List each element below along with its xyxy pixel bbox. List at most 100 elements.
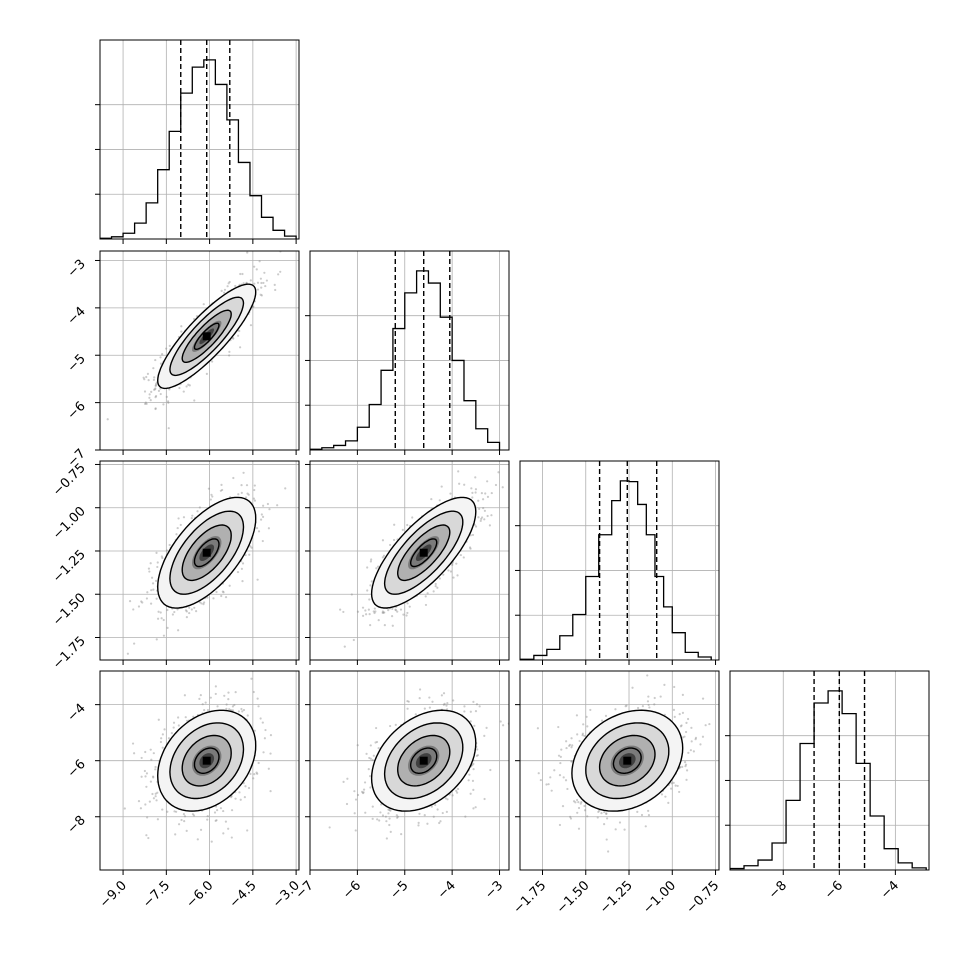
y-tick-label: −1.25 [50,547,89,586]
scatter-point [603,823,606,826]
scatter-point [354,829,357,832]
histogram-bin [428,283,440,450]
scatter-point [456,787,460,791]
x-tick-label: −9.0 [97,878,130,911]
y-tick-label: −4 [65,304,89,328]
scatter-point [353,790,356,793]
scatter-point [205,372,208,375]
scatter-point [690,726,693,729]
scatter-point [364,811,367,814]
y-tick-label: −3 [65,257,89,281]
scatter-point [192,814,196,817]
scatter-point [473,724,476,727]
scatter-point [477,499,480,502]
scatter-point [676,784,679,788]
scatter-point [577,801,580,804]
scatter-point [605,812,608,815]
scatter-point [239,798,242,801]
scatter-point [168,543,171,547]
scatter-point [262,281,265,285]
histogram-bin [672,633,685,660]
scatter-point [399,608,403,611]
histogram-bin [369,404,381,450]
scatter-point [253,265,256,268]
scatter-point [219,489,222,492]
scatter-point [152,367,155,370]
scatter-point [424,603,428,607]
scatter-point [438,821,441,825]
scatter-point [673,685,676,689]
panel-2-1 [339,470,504,648]
scatter-point [368,774,372,778]
scatter-point [177,629,180,632]
scatter-point [369,757,372,760]
scatter-point [469,792,472,795]
scatter-point [679,766,682,769]
scatter-point [559,761,562,765]
scatter-point [581,732,584,735]
scatter-point [478,705,481,708]
scatter-point [160,617,163,620]
x-tick-label: −3 [482,878,506,902]
scatter-point [408,605,411,608]
scatter-point [683,761,687,764]
histogram-bin [547,649,560,660]
scatter-point [464,815,467,818]
scatter-point [256,578,259,581]
scatter-point [249,772,252,775]
scatter-point [383,623,386,627]
histogram-bin [334,445,346,450]
scatter-point [701,697,705,700]
scatter-point [424,595,427,598]
scatter-point [565,746,568,750]
scatter-point [469,710,472,713]
scatter-point [407,700,410,703]
scatter-point [373,607,376,610]
scatter-point [456,574,459,577]
scatter-point [369,584,372,587]
scatter-point [145,375,148,379]
scatter-point [476,748,479,751]
contour-2 [585,722,670,800]
scatter-point [557,754,561,757]
scatter-point [400,833,403,836]
scatter-point [469,534,472,537]
scatter-point [150,589,153,592]
scatter-point [151,582,155,585]
scatter-point [681,736,685,739]
scatter-point [368,613,371,616]
scatter-point [214,692,217,696]
scatter-point [228,280,231,284]
scatter-point [583,804,586,808]
scatter-point [146,816,149,819]
scatter-point [646,674,649,677]
scatter-point [137,605,141,608]
scatter-point [212,597,215,600]
scatter-point [166,810,169,813]
scatter-point [202,603,205,606]
contour-3 [571,709,684,812]
scatter-point [162,634,166,637]
scatter-point [561,805,565,808]
scatter-point [273,283,276,286]
scatter-point [252,690,255,694]
axes-frame-2-1 [309,460,510,661]
y-tick-label: −6 [65,399,89,423]
scatter-point [227,282,230,285]
scatter-point [177,724,180,727]
scatter-point [259,518,263,521]
scatter-point [234,284,237,288]
scatter-point [469,720,472,723]
scatter-point [480,492,483,495]
scatter-point [177,823,181,826]
scatter-point [141,601,144,604]
scatter-point [581,734,584,737]
scatter-point [392,538,396,542]
scatter-point [455,791,459,794]
y-tick-label: −8 [65,813,89,837]
scatter-point [376,565,380,568]
scatter-point [402,613,405,616]
scatter-point [253,488,256,492]
scatter-point [184,609,188,612]
scatter-point [243,796,246,799]
